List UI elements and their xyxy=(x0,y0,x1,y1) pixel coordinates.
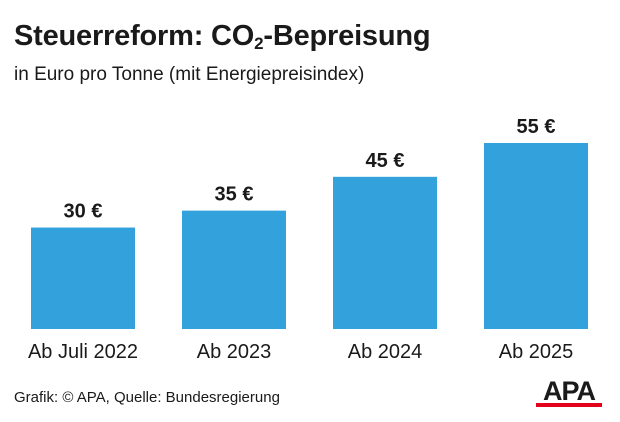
bar-value-label-2: 35 € xyxy=(215,184,254,206)
bar-3 xyxy=(333,176,437,329)
category-label-1: Ab Juli 2022 xyxy=(28,341,138,363)
apa-logo: APA xyxy=(536,376,602,407)
bar-1 xyxy=(31,227,135,329)
source-credit: Grafik: © APA, Quelle: Bundesregierung xyxy=(14,389,280,406)
category-label-2: Ab 2023 xyxy=(197,341,272,363)
chart-title: Steuerreform: CO2-Bepreisung xyxy=(14,20,431,53)
bar-value-label-3: 45 € xyxy=(366,150,405,172)
bar-value-label-4: 55 € xyxy=(517,116,556,138)
bar-value-label-1: 30 € xyxy=(64,201,103,223)
svg-text:APA: APA xyxy=(543,376,596,406)
category-label-3: Ab 2024 xyxy=(348,341,423,363)
bar-2 xyxy=(182,210,286,329)
category-label-4: Ab 2025 xyxy=(499,341,574,363)
bar-4 xyxy=(484,143,588,329)
chart-subtitle: in Euro pro Tonne (mit Energiepreisindex… xyxy=(14,64,365,85)
